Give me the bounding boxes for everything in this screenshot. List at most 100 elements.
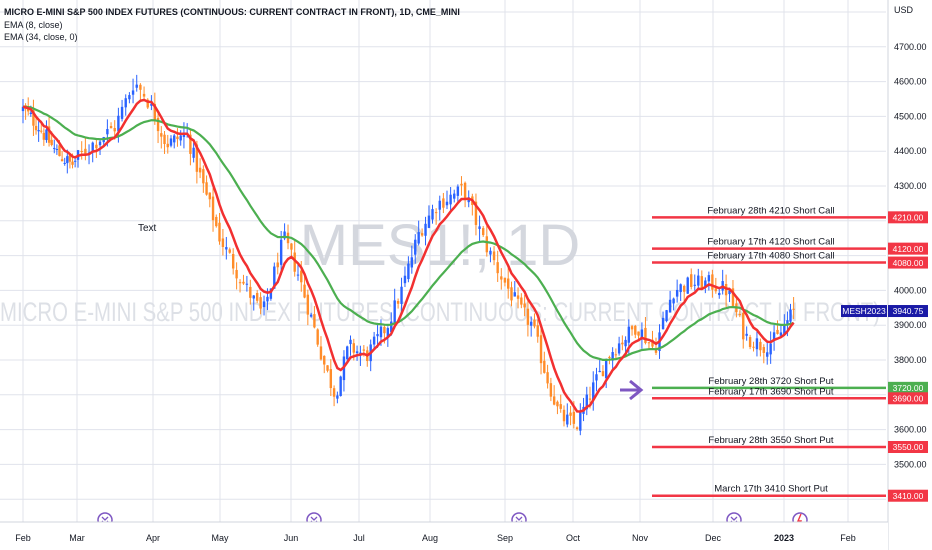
symbol-tag-text: MESH2023 bbox=[842, 306, 886, 316]
candle-body bbox=[208, 192, 212, 200]
candle-body bbox=[789, 309, 792, 322]
candle-body bbox=[106, 129, 109, 135]
candle-body bbox=[29, 112, 33, 115]
candle-body bbox=[552, 396, 556, 405]
candle-body bbox=[407, 263, 410, 280]
candle-body bbox=[516, 295, 520, 299]
candle-body bbox=[211, 196, 215, 221]
candle-body bbox=[463, 182, 467, 200]
time-tick-label: Jul bbox=[353, 533, 365, 543]
candle-body bbox=[569, 412, 572, 416]
candle-body bbox=[40, 130, 43, 132]
strike-price-tag bbox=[888, 256, 928, 269]
price-axis-bg bbox=[888, 0, 932, 550]
candle-body bbox=[135, 84, 138, 88]
candle-body bbox=[424, 223, 427, 236]
strike-price-tag bbox=[888, 441, 928, 453]
candle-body bbox=[738, 314, 742, 316]
candle-body bbox=[259, 297, 262, 309]
candle-body bbox=[456, 186, 460, 196]
candle-body bbox=[718, 292, 721, 296]
time-tick-label: Oct bbox=[566, 533, 581, 543]
candle-body bbox=[255, 293, 259, 301]
candle-body bbox=[279, 239, 283, 265]
price-axis[interactable]: USD 4700.00 4600.00 4500.00 4400.00 4300.00 40… bbox=[887, 0, 932, 550]
strike-price-text: 4120.00 bbox=[893, 244, 924, 254]
candle-body bbox=[769, 343, 772, 355]
price-tick-label: 4500.00 bbox=[894, 111, 927, 121]
ema-34-legend[interactable]: EMA (34, close, 0) bbox=[4, 32, 78, 42]
candle-body bbox=[326, 365, 329, 371]
price-tick-label: 3500.00 bbox=[894, 459, 927, 469]
candle-body bbox=[588, 398, 592, 400]
candle-body bbox=[766, 352, 769, 357]
candle-body bbox=[608, 356, 611, 358]
text-annotation: Text bbox=[138, 223, 157, 234]
candle-body bbox=[386, 328, 390, 337]
candle-body bbox=[485, 236, 489, 253]
strike-level-label: February 17th 3690 Short Put bbox=[708, 386, 834, 397]
candle-body bbox=[697, 275, 700, 286]
time-tick-label: Nov bbox=[632, 533, 649, 543]
symbol-tag bbox=[841, 305, 887, 318]
candle-body bbox=[332, 388, 336, 397]
candle-body bbox=[346, 346, 349, 360]
candle-body bbox=[128, 95, 131, 100]
candle-body bbox=[400, 286, 403, 304]
candle-body bbox=[58, 145, 61, 157]
candle-body bbox=[575, 427, 579, 430]
candle-body bbox=[714, 288, 718, 292]
ema-8-legend[interactable]: EMA (8, close) bbox=[4, 20, 63, 30]
candle-body bbox=[269, 288, 273, 299]
candle-body bbox=[543, 360, 546, 373]
candle-body bbox=[383, 326, 386, 334]
candle-body bbox=[218, 222, 221, 242]
candle-body bbox=[225, 247, 228, 250]
candle-body bbox=[273, 266, 276, 289]
chart-title: MICRO E-MINI S&P 500 INDEX FUTURES (CONT… bbox=[4, 7, 460, 17]
time-tick-label: Dec bbox=[705, 533, 722, 543]
candle-body bbox=[510, 287, 513, 301]
strike-price-tag bbox=[888, 392, 928, 405]
candle-body bbox=[500, 276, 503, 280]
candle-body bbox=[176, 136, 179, 140]
candle-body bbox=[460, 183, 463, 186]
candle-body bbox=[173, 135, 176, 143]
candle-body bbox=[647, 342, 651, 344]
strike-price-tag bbox=[888, 489, 928, 502]
time-tick-label: May bbox=[211, 533, 229, 543]
time-tick-label: Feb bbox=[15, 533, 31, 543]
entry-arrow-icon bbox=[620, 379, 644, 401]
candle-body bbox=[598, 370, 601, 373]
candle-body bbox=[71, 161, 74, 165]
candle-body bbox=[624, 339, 627, 347]
candle-body bbox=[205, 182, 208, 195]
strike-level-label: February 17th 4120 Short Call bbox=[707, 237, 834, 248]
strike-price-text: 3550.00 bbox=[893, 442, 924, 452]
strike-level-label: February 28th 3720 Short Put bbox=[708, 376, 834, 387]
candle-body bbox=[711, 274, 714, 290]
candle-body bbox=[779, 332, 783, 336]
candle-body bbox=[221, 238, 225, 247]
candle-body bbox=[414, 239, 417, 255]
candle-body bbox=[523, 303, 526, 308]
candle-body bbox=[762, 347, 766, 353]
candle-body bbox=[745, 333, 748, 336]
candle-body bbox=[559, 404, 562, 409]
price-tick-label: 4000.00 bbox=[894, 285, 927, 295]
candle-body bbox=[276, 262, 279, 268]
candle-body bbox=[53, 147, 56, 149]
watermark: MES1!, 1D MICRO E-MINI S&P 500 INDEX FUT… bbox=[0, 213, 880, 327]
time-tick-label: Aug bbox=[422, 533, 438, 543]
time-axis[interactable]: Feb Mar Apr May Jun Jul Aug Sep Oct Nov Dec 2023 Feb bbox=[0, 521, 888, 550]
candle-body bbox=[693, 284, 696, 286]
candle-body bbox=[489, 250, 492, 255]
strike-price-text: 3720.00 bbox=[893, 383, 924, 393]
candle-body bbox=[160, 133, 163, 137]
candle-body bbox=[672, 298, 675, 304]
candle-body bbox=[651, 339, 654, 347]
candle-body bbox=[679, 284, 682, 293]
candle-body bbox=[776, 329, 779, 334]
strike-levels: February 28th 4210 Short Call 4210.00 Febr… bbox=[652, 205, 928, 502]
